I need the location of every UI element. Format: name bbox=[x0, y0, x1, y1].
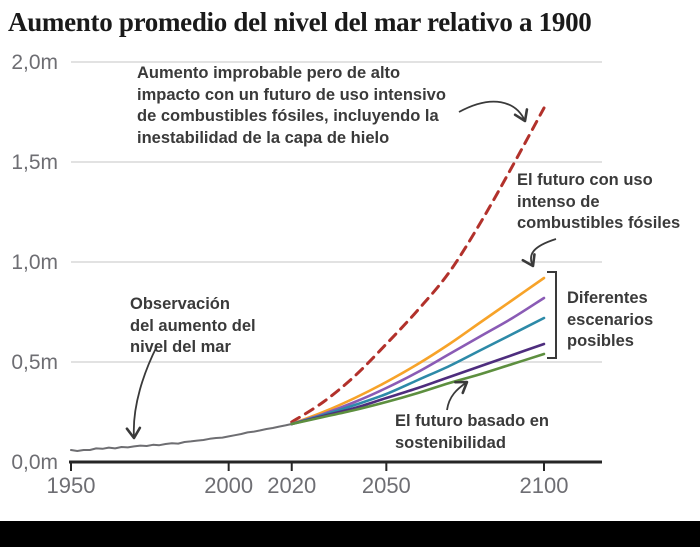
annotation-observed: Observación del aumento del nivel del ma… bbox=[130, 295, 256, 356]
x-tick-label: 2100 bbox=[520, 473, 569, 498]
x-tick-label: 2020 bbox=[267, 473, 316, 498]
series-line-escenario-posible-3 bbox=[290, 316, 546, 426]
sea-level-chart: 0,0m 0,5m 1,0m 1,5m 2,0m 1950 2000 2020 2050 2100 bbox=[11, 51, 602, 498]
sustainable-arrow bbox=[446, 380, 469, 411]
annotation-fossil-intensive: El futuro con uso intenso de combustible… bbox=[517, 171, 681, 232]
annotation-decorations bbox=[125, 100, 557, 440]
series-line-escenario-posible-2 bbox=[290, 296, 546, 426]
annotation-scenarios: Diferentes escenarios posibles bbox=[567, 289, 654, 350]
chart-title: Aumento promedio del nivel del mar relat… bbox=[8, 7, 592, 37]
series-line-alto-impacto-improbable bbox=[290, 106, 546, 424]
x-tick-label: 2050 bbox=[362, 473, 411, 498]
y-tick-label: 2,0m bbox=[11, 51, 58, 74]
scenarios-bracket bbox=[547, 271, 557, 359]
y-tick-label: 0,5m bbox=[11, 351, 58, 374]
observed-arrow bbox=[125, 345, 158, 440]
high-impact-arrow bbox=[458, 100, 529, 123]
y-tick-label: 1,0m bbox=[11, 251, 58, 274]
y-tick-label: 1,5m bbox=[11, 151, 58, 174]
x-tick-label: 2000 bbox=[204, 473, 253, 498]
x-tick-label: 1950 bbox=[47, 473, 96, 498]
series-line-observado bbox=[70, 423, 293, 452]
bottom-black-bar bbox=[0, 521, 700, 547]
plot-layer: 0,0m 0,5m 1,0m 1,5m 2,0m 1950 2000 2020 2050 2100 bbox=[11, 51, 602, 498]
series-line-futuro-sostenible bbox=[290, 352, 546, 426]
annotation-high-impact: Aumento improbable pero de alto impacto … bbox=[137, 64, 446, 147]
y-tick-label: 0,0m bbox=[11, 451, 58, 474]
series-line-uso-intenso-combustibles-fosiles bbox=[290, 276, 546, 426]
annotation-sustainable: El futuro basado en sostenibilidad bbox=[395, 412, 550, 452]
fossil-arrow bbox=[521, 238, 557, 268]
